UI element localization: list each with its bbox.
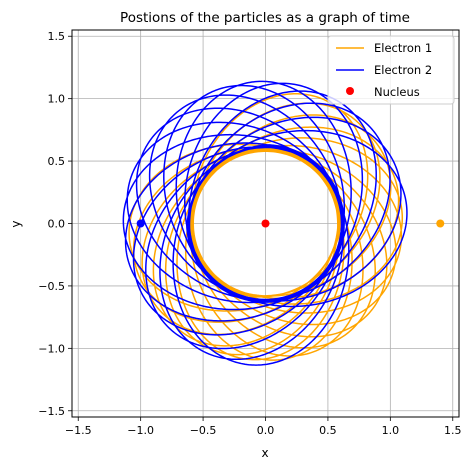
y-tick-label: 1.0: [48, 93, 66, 106]
legend-label-electron-1: Electron 1: [374, 41, 432, 55]
x-tick-label: 0.0: [257, 424, 275, 437]
nucleus-marker: [262, 220, 270, 228]
x-tick-label: 1.0: [382, 424, 400, 437]
x-axis-label: x: [261, 446, 268, 460]
x-axis: −1.5 −1.0 −0.5 0.0 0.5 1.0 1.5: [65, 417, 462, 437]
legend: Electron 1 Electron 2 Nucleus: [328, 36, 454, 104]
legend-label-nucleus: Nucleus: [374, 85, 420, 99]
y-tick-label: −1.5: [38, 405, 65, 418]
y-axis: −1.5 −1.0 −0.5 0.0 0.5 1.0 1.5: [38, 30, 72, 418]
x-tick-label: −1.0: [127, 424, 154, 437]
legend-marker-nucleus: [346, 87, 354, 95]
legend-label-electron-2: Electron 2: [374, 63, 432, 77]
y-tick-label: 0.0: [48, 218, 66, 231]
y-tick-label: −1.0: [38, 342, 65, 355]
y-tick-label: 1.5: [48, 30, 66, 43]
x-tick-label: 1.5: [444, 424, 462, 437]
x-tick-label: 0.5: [319, 424, 337, 437]
chart-title: Postions of the particles as a graph of …: [120, 10, 410, 26]
x-tick-label: −0.5: [190, 424, 217, 437]
y-axis-label: y: [9, 220, 23, 227]
y-tick-label: −0.5: [38, 280, 65, 293]
electron-1-marker: [436, 220, 444, 228]
y-tick-label: 0.5: [48, 155, 66, 168]
electron-2-marker: [137, 220, 145, 228]
x-tick-label: −1.5: [65, 424, 92, 437]
